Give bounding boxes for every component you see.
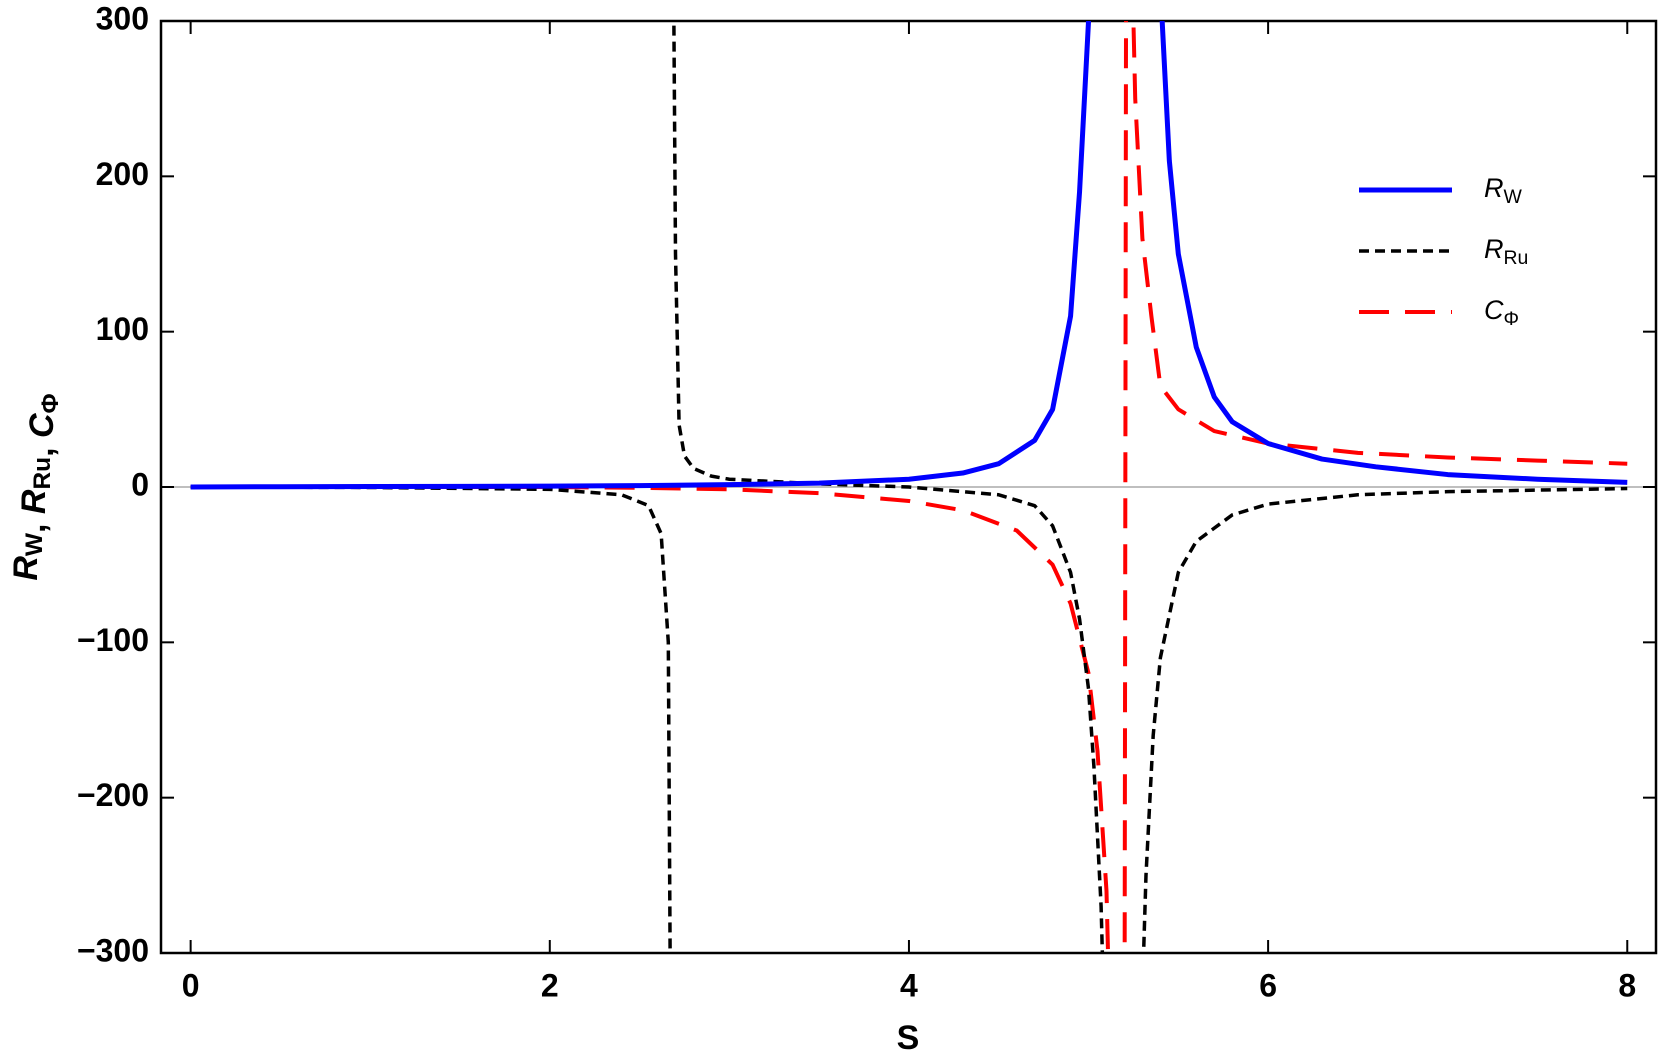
x-tick-label: 6: [1259, 967, 1277, 1003]
y-tick-label: 200: [96, 156, 149, 192]
x-tick-label: 0: [182, 967, 200, 1003]
legend-label: CΦ: [1484, 295, 1519, 330]
x-tick-label: 8: [1618, 967, 1636, 1003]
y-tick-label: −200: [77, 777, 149, 813]
series-line: [190, 21, 1628, 953]
y-tick-label: −100: [77, 622, 149, 658]
y-axis-label: RW, RRu, CΦ: [7, 393, 64, 580]
y-tick-label: 100: [96, 311, 149, 347]
legend-label: RRu: [1484, 234, 1528, 269]
y-tick-label: 0: [131, 466, 149, 502]
x-tick-label: 2: [541, 967, 559, 1003]
series-line: [190, 21, 1628, 490]
plot-area: [190, 21, 1628, 953]
x-tick-label: 4: [900, 967, 918, 1003]
x-axis-label: S: [897, 1019, 920, 1057]
y-tick-label: −300: [77, 932, 149, 968]
legend: RW RRu CΦ: [1359, 173, 1528, 330]
y-tick-label: 300: [96, 0, 149, 36]
legend-label: RW: [1484, 173, 1523, 208]
series-line: [190, 21, 1628, 953]
